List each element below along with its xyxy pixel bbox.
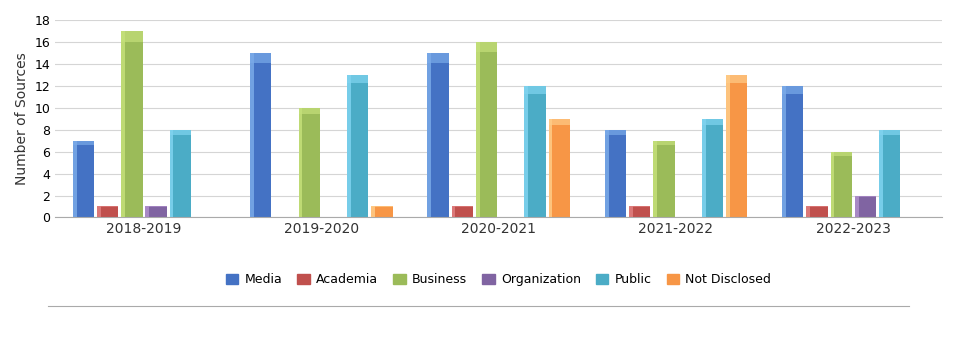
- Bar: [250, 53, 254, 218]
- Bar: [371, 207, 375, 218]
- Bar: [831, 152, 835, 218]
- Bar: [452, 207, 473, 218]
- Bar: [250, 53, 272, 63]
- Bar: [548, 119, 570, 125]
- Bar: [701, 119, 723, 218]
- Bar: [782, 86, 804, 218]
- Bar: [726, 75, 747, 83]
- Bar: [879, 130, 883, 218]
- Bar: [73, 141, 94, 145]
- Bar: [169, 130, 191, 218]
- Bar: [428, 53, 449, 63]
- Bar: [855, 195, 876, 197]
- Bar: [782, 86, 786, 218]
- Bar: [169, 130, 173, 218]
- Bar: [855, 195, 876, 218]
- Bar: [428, 53, 449, 218]
- Bar: [122, 31, 125, 218]
- Bar: [605, 130, 626, 218]
- Bar: [701, 119, 705, 218]
- Bar: [122, 31, 143, 218]
- Bar: [476, 42, 479, 218]
- Bar: [726, 75, 747, 218]
- Bar: [629, 207, 651, 218]
- Bar: [347, 75, 368, 83]
- Bar: [654, 141, 657, 218]
- Bar: [524, 86, 545, 94]
- Bar: [145, 207, 149, 218]
- Bar: [476, 42, 498, 218]
- Bar: [428, 53, 432, 218]
- Bar: [807, 207, 811, 218]
- Bar: [524, 86, 528, 218]
- Bar: [122, 31, 143, 42]
- Bar: [548, 119, 570, 218]
- Bar: [299, 108, 302, 218]
- Bar: [347, 75, 351, 218]
- Bar: [831, 152, 852, 218]
- Bar: [145, 207, 167, 218]
- Bar: [452, 207, 456, 218]
- Bar: [299, 108, 320, 114]
- Bar: [97, 207, 100, 218]
- Bar: [169, 130, 191, 135]
- Bar: [879, 130, 901, 218]
- Bar: [879, 130, 901, 135]
- Bar: [524, 86, 545, 218]
- Bar: [476, 42, 498, 52]
- Bar: [605, 130, 626, 135]
- Bar: [701, 119, 723, 125]
- Bar: [73, 141, 77, 218]
- Bar: [97, 207, 119, 218]
- Bar: [726, 75, 730, 218]
- Bar: [782, 86, 804, 94]
- Bar: [347, 75, 368, 218]
- Bar: [629, 207, 633, 218]
- Bar: [831, 152, 852, 156]
- Bar: [654, 141, 675, 145]
- Bar: [855, 195, 858, 218]
- Bar: [73, 141, 94, 218]
- Bar: [299, 108, 320, 218]
- Bar: [654, 141, 675, 218]
- Bar: [807, 207, 828, 218]
- Bar: [250, 53, 272, 218]
- Bar: [371, 207, 392, 218]
- Bar: [548, 119, 552, 218]
- Y-axis label: Number of Sources: Number of Sources: [15, 52, 29, 185]
- Legend: Media, Academia, Business, Organization, Public, Not Disclosed: Media, Academia, Business, Organization,…: [220, 267, 778, 293]
- Bar: [605, 130, 609, 218]
